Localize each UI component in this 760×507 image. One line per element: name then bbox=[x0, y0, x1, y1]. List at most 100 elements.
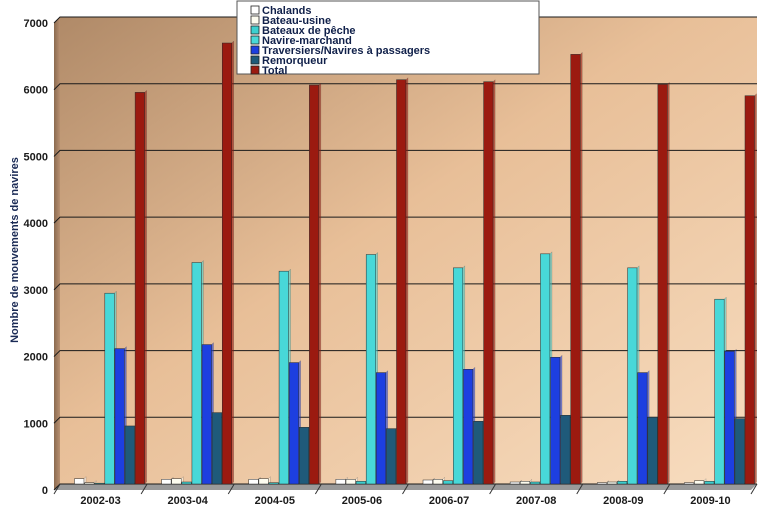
bar-face bbox=[309, 84, 320, 485]
plot-floor bbox=[54, 484, 757, 490]
bar-face bbox=[84, 482, 95, 485]
bar-side bbox=[667, 82, 670, 485]
bar-face bbox=[550, 356, 561, 485]
y-tick-label: 5000 bbox=[24, 151, 48, 163]
bar-face bbox=[744, 95, 755, 485]
legend-item: Remorqueur bbox=[250, 55, 328, 67]
bar bbox=[483, 79, 496, 485]
legend-swatch bbox=[250, 15, 260, 25]
bar-face bbox=[211, 412, 222, 485]
legend-box bbox=[236, 0, 540, 75]
bar-face bbox=[191, 262, 202, 485]
bar bbox=[724, 348, 737, 485]
legend-item: Total bbox=[250, 65, 287, 77]
bar-side bbox=[754, 93, 757, 485]
y-tick-label: 4000 bbox=[24, 218, 48, 230]
bar-face bbox=[617, 481, 628, 485]
bar bbox=[550, 354, 563, 485]
bar-face bbox=[684, 482, 695, 485]
bar-face bbox=[365, 254, 376, 485]
bar bbox=[647, 414, 660, 485]
bar-face bbox=[530, 481, 541, 485]
y-tick-label: 6000 bbox=[24, 85, 48, 97]
bar-side bbox=[83, 476, 87, 485]
x-tick-mark bbox=[227, 483, 235, 495]
bar-face bbox=[376, 372, 387, 485]
bar bbox=[637, 370, 650, 485]
bar-face bbox=[268, 482, 279, 485]
legend-item: Traversiers/Navires à passagers bbox=[250, 45, 430, 57]
x-tick-mark bbox=[663, 483, 671, 495]
bar-face bbox=[637, 372, 648, 485]
legend-item: Chalands bbox=[250, 5, 312, 17]
bar-face bbox=[597, 482, 608, 485]
bar-face bbox=[221, 42, 232, 485]
bar-face bbox=[560, 415, 571, 485]
legend-label: Traversiers/Navires à passagers bbox=[262, 45, 430, 57]
x-tick-mark bbox=[53, 483, 61, 495]
bar bbox=[560, 412, 573, 485]
gridline bbox=[53, 149, 757, 157]
bar bbox=[627, 265, 640, 485]
bar-face bbox=[714, 298, 725, 485]
gridlines bbox=[53, 16, 757, 491]
bar-face bbox=[509, 481, 520, 485]
bar-face bbox=[694, 480, 705, 485]
bar-face bbox=[463, 369, 474, 485]
bar-side bbox=[492, 79, 496, 485]
bar-face bbox=[114, 348, 125, 485]
legend-item: Bateaux de pêche bbox=[250, 25, 356, 37]
bar-face bbox=[335, 479, 346, 485]
bar bbox=[278, 268, 291, 485]
bar-face bbox=[104, 292, 115, 485]
x-axis-ticks: 2002-03 2003-04 2004-05 2005-06 2006-07 2007-… bbox=[53, 483, 758, 507]
bar-face bbox=[258, 478, 269, 485]
bar-side bbox=[318, 82, 322, 485]
bar bbox=[744, 93, 757, 485]
bar bbox=[134, 90, 147, 485]
x-tick-label: 2006-07 bbox=[429, 495, 469, 507]
bar-face bbox=[278, 270, 289, 485]
bar-face bbox=[386, 428, 397, 485]
gridline bbox=[53, 83, 757, 91]
bar-face bbox=[570, 54, 581, 485]
x-tick-label: 2005-06 bbox=[342, 495, 382, 507]
bar-face bbox=[422, 479, 433, 485]
bar-face bbox=[647, 417, 658, 485]
bar-side bbox=[580, 51, 583, 485]
bar bbox=[211, 410, 224, 485]
x-tick-mark bbox=[140, 483, 148, 495]
bar bbox=[376, 370, 388, 485]
bar bbox=[386, 426, 399, 485]
x-tick-mark bbox=[314, 483, 322, 495]
bar-face bbox=[299, 427, 310, 485]
y-tick-label: 7000 bbox=[24, 18, 48, 30]
bar bbox=[201, 342, 214, 485]
bar bbox=[309, 82, 322, 485]
bar-face bbox=[483, 81, 494, 485]
bar bbox=[191, 260, 204, 485]
bar bbox=[734, 416, 747, 485]
x-tick-mark bbox=[402, 483, 409, 495]
bar-face bbox=[181, 481, 192, 485]
bar bbox=[473, 418, 486, 485]
x-tick-label: 2003-04 bbox=[168, 495, 209, 507]
bar-face bbox=[161, 479, 172, 485]
bar bbox=[657, 82, 670, 485]
legend-label: Chalands bbox=[262, 5, 312, 17]
bar bbox=[463, 366, 476, 485]
x-tick-label: 2008-09 bbox=[603, 495, 643, 507]
bar bbox=[221, 40, 234, 485]
bar-face bbox=[201, 344, 212, 485]
plot-background bbox=[60, 17, 757, 484]
bar-face bbox=[124, 425, 135, 485]
x-tick-label: 2009-10 bbox=[690, 495, 730, 507]
legend-item: Bateau-usine bbox=[250, 15, 331, 27]
bar-face bbox=[248, 479, 259, 485]
bar bbox=[570, 51, 583, 485]
bar bbox=[540, 251, 553, 485]
legend-label: Total bbox=[262, 65, 287, 77]
y-axis-label: Nombre de mouvements de navires bbox=[9, 157, 21, 343]
bar-side bbox=[405, 77, 409, 485]
